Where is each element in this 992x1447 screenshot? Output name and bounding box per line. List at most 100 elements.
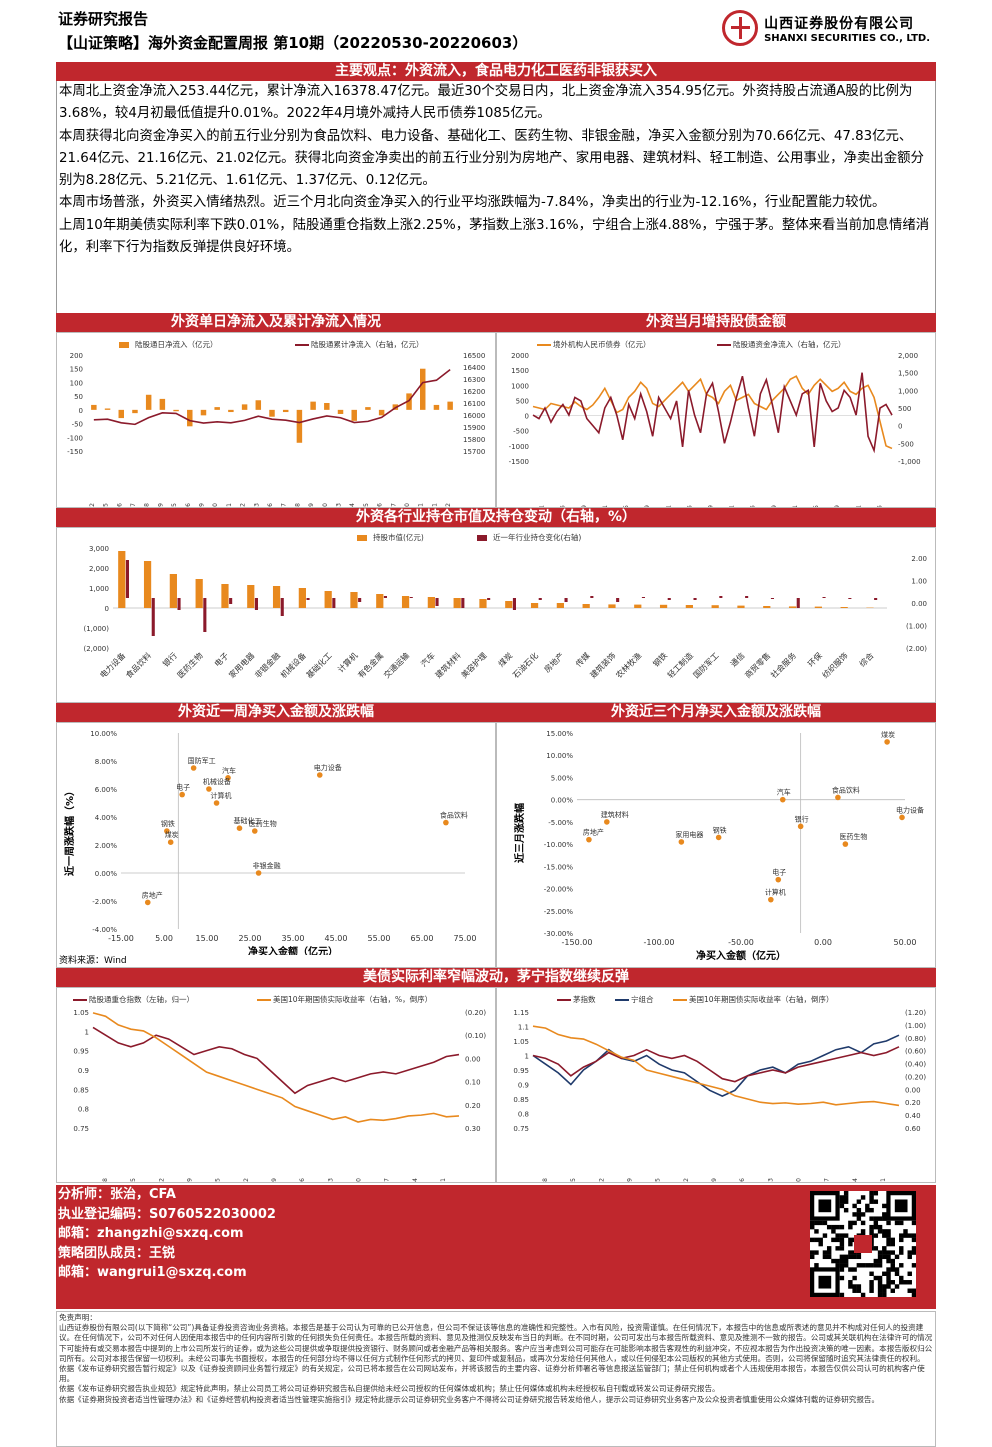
week-svg-y-tick: 10.00%: [90, 730, 117, 738]
industry-category-label: 钢铁: [651, 650, 669, 668]
index-right-x-tick: 2022-03-15: [570, 1178, 577, 1182]
flow-x-tick: 2022-04-26: [116, 503, 123, 507]
scatter-x-tick: 50.00: [894, 938, 917, 947]
industry-change-bar: [487, 598, 490, 600]
qr-module: [874, 1246, 878, 1250]
qr-module: [886, 1238, 890, 1242]
index-left-y2-tick: 0.00: [465, 1055, 481, 1063]
analyst-email: 邮箱：zhangzhi@sxzq.com: [56, 1224, 936, 1244]
qr-module: [857, 1199, 861, 1203]
qr-module: [878, 1229, 882, 1233]
qr-module: [844, 1195, 848, 1199]
index-right-y2-tick: (1.00): [905, 1022, 926, 1030]
qr-module: [844, 1263, 848, 1267]
bond-legend: 陆股通资金净流入（右轴，亿元）: [733, 339, 846, 349]
qr-module: [818, 1238, 822, 1242]
qr-module: [827, 1255, 831, 1259]
analyst-block: 分析师：张治，CFA 执业登记编码：S0760522030002 邮箱：zhan…: [56, 1185, 936, 1309]
industry-change-bar: [823, 597, 826, 598]
index-right-y-tick: 0.8: [518, 1111, 529, 1119]
m3-svg-y-tick: 5.00%: [551, 774, 574, 782]
industry-value-bar: [273, 586, 280, 608]
m3-svg-y-tick: -30.00%: [544, 930, 574, 938]
bond-x-tick: 2018-01: [602, 505, 609, 507]
scatter-point: [716, 835, 722, 841]
qr-module: [908, 1280, 912, 1284]
company-logo-icon: [722, 10, 758, 46]
qr-module: [899, 1280, 903, 1284]
industry-change-bar: [307, 598, 310, 600]
flow-y-left-tick: 50: [74, 393, 83, 401]
index-chart-title: 美债实际利率窄幅波动，茅宁指数继续反弹: [56, 968, 936, 987]
qr-module: [831, 1259, 835, 1263]
scatter-point: [768, 897, 774, 903]
flow-daily-bar: [379, 410, 384, 415]
industry-value-bar: [583, 604, 590, 608]
qr-module: [840, 1233, 844, 1237]
industry-change-bar: [565, 598, 568, 602]
qr-module: [840, 1246, 844, 1250]
bond-x-tick: 2021-01: [792, 505, 799, 507]
scatter-point-label: 建筑材料: [601, 810, 629, 819]
scatter-x-label: 净买入金额（亿元）: [696, 949, 786, 962]
flow-daily-bar: [105, 408, 110, 409]
index-left-y2-tick: 0.10: [465, 1079, 481, 1087]
industry-value-bar: [118, 551, 125, 608]
qr-module: [912, 1293, 916, 1297]
industry-category-label: 传媒: [573, 650, 591, 668]
qr-module: [831, 1238, 835, 1242]
qr-module: [827, 1250, 831, 1254]
qr-module: [882, 1289, 886, 1293]
flow-daily-bar: [160, 399, 165, 410]
industry-change-bar: [694, 598, 697, 600]
industry-y-right-tick: 1.00: [911, 578, 927, 586]
scatter-x-tick: -100.00: [644, 938, 675, 947]
qr-module: [831, 1229, 835, 1233]
scatter-x-tick: 35.00: [282, 934, 305, 943]
qr-module: [899, 1221, 903, 1225]
flow-x-tick: 2022-05-06: [185, 503, 192, 507]
industry-y-left-tick: 2,000: [89, 565, 109, 573]
qr-module: [818, 1221, 822, 1225]
scatter-point-label: 医药生物: [249, 819, 277, 828]
qr-module: [886, 1255, 890, 1259]
scatter-point: [252, 828, 258, 834]
qr-module: [865, 1204, 869, 1208]
qr-module: [835, 1225, 839, 1229]
scatter-point-label: 电子: [176, 783, 190, 792]
industry-value-bar: [789, 606, 796, 608]
industry-legend-swatch: [477, 535, 487, 541]
industry-value-bar: [350, 592, 357, 608]
scatter-point: [604, 819, 610, 825]
qr-module: [814, 1238, 818, 1242]
bond-y-left-tick: 500: [516, 397, 529, 405]
scatter-x-tick: 5.00: [155, 934, 173, 943]
flow-x-tick: 2022-04-27: [130, 503, 137, 507]
m3-svg-y-tick: -20.00%: [544, 886, 574, 894]
qr-module: [878, 1289, 882, 1293]
index-left-x-tick: 2022-05-31: [440, 1178, 447, 1182]
flow-y-left-tick: -50: [72, 421, 83, 429]
index-right-x-tick: 2022-03-22: [598, 1178, 605, 1182]
scatter-point: [835, 795, 841, 801]
scatter-point-label: 食品饮料: [832, 785, 860, 794]
qr-finder: [818, 1276, 831, 1289]
scatter-x-tick: 65.00: [411, 934, 434, 943]
flow-x-tick: 2022-05-30: [404, 503, 411, 507]
company-name-cn: 山西证券股份有限公司: [764, 13, 930, 33]
industry-change-bar: [229, 598, 232, 604]
index-left-y2-tick: (0.10): [465, 1032, 486, 1040]
scatter-point-label: 电子: [772, 868, 786, 877]
bond-y-right-tick: -1,000: [898, 458, 921, 466]
flow-y-left-tick: 150: [70, 366, 83, 374]
index-right-y-tick: 1.1: [518, 1024, 529, 1032]
disclaimer-paragraph: 依据《发布证券研究报告暂行规定》以及《证券投资顾问业务暂行规定》的有关规定，公司…: [59, 1364, 933, 1384]
qr-module: [852, 1212, 856, 1216]
qr-module: [891, 1280, 895, 1284]
industry-value-bar: [815, 607, 822, 608]
qr-module: [848, 1225, 852, 1229]
index-left-x-tick: 2022-04-05: [215, 1178, 222, 1182]
bond-x-tick: 2017-05: [560, 505, 567, 507]
qr-module: [908, 1289, 912, 1293]
